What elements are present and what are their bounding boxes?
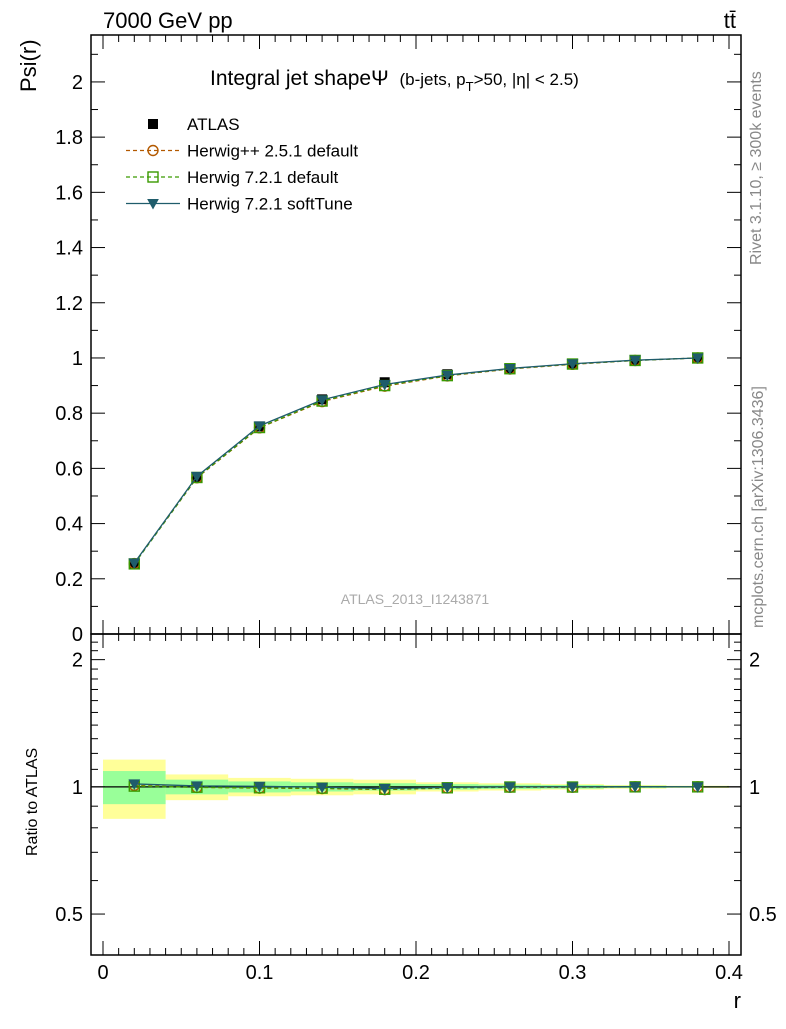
series-point	[128, 558, 141, 570]
x-tick-label: 0	[97, 962, 108, 984]
ratio-series-point	[378, 784, 391, 795]
series-point	[691, 353, 704, 364]
legend-marker	[148, 119, 158, 129]
x-axis-label: r	[734, 988, 741, 1013]
ratio-plot-frame: 0 0.1 0.2 0.3 0.4 0.5 0.5 1 1 2 2	[55, 633, 777, 984]
ratio-series-point	[253, 781, 266, 793]
ratio-series-point	[691, 782, 704, 793]
legend-label: Herwig++ 2.5.1 default	[187, 142, 358, 161]
series-point	[629, 355, 641, 367]
ratio-y-tick-label: 0.5	[55, 904, 83, 926]
header-left-label: 7000 GeV pp	[103, 8, 233, 33]
chart-title-sub: (b-jets, p	[400, 70, 466, 89]
rivet-version-label: Rivet 3.1.10, ≥ 300k events	[748, 71, 765, 265]
y-tick-label: 1.6	[55, 182, 83, 204]
x-tick-label: 0.3	[559, 962, 587, 984]
y-tick-label: 0	[72, 624, 83, 646]
chart-title: Integral jet shapeΨ (b-jets, pT>50, |η| …	[210, 67, 579, 94]
ratio-series-point	[441, 782, 454, 794]
chart-title-main: Integral jet shapeΨ	[210, 67, 389, 90]
series-point	[441, 370, 454, 382]
legend-marker	[147, 199, 159, 210]
x-tick-label: 0.4	[715, 962, 743, 984]
legend-marker	[147, 171, 159, 183]
series-point	[316, 395, 328, 406]
series-point	[191, 471, 203, 483]
legend: ATLAS Herwig++ 2.5.1 default Herwig 7.2.1 …	[126, 115, 358, 214]
ratio-series-layer	[91, 779, 741, 796]
ratio-y-tick-label: 1	[72, 777, 83, 799]
ratio-series-point	[566, 782, 579, 793]
legend-label: Herwig 7.2.1 softTune	[187, 195, 353, 214]
ratio-series-point	[128, 779, 141, 790]
legend-label: ATLAS	[187, 115, 240, 134]
y-tick-label: 0.2	[55, 569, 83, 591]
x-tick-label: 0.1	[246, 962, 274, 984]
ratio-series-point	[316, 782, 328, 794]
y-tick-label: 2	[72, 72, 83, 94]
x-tick-label: 0.2	[402, 962, 430, 984]
ratio-y-tick-label: 2	[72, 650, 83, 672]
main-plot-frame: 0 0.2 0.4 0.6 0.8 1 1.2 1.4 1.6 1.8 2	[55, 34, 742, 646]
series-point	[378, 379, 391, 391]
legend-label: Herwig 7.2.1 default	[187, 168, 338, 187]
header-right-label: tt̄	[724, 8, 736, 33]
ratio-series-point	[629, 782, 641, 793]
main-series-layer	[128, 352, 704, 570]
ratio-series-line	[134, 783, 698, 790]
y-tick-label: 1	[72, 348, 83, 370]
ratio-y-tick-label-right: 2	[749, 650, 760, 672]
mcplots-label: mcplots.cern.ch [arXiv:1306.3436]	[750, 386, 767, 628]
analysis-watermark: ATLAS_2013_I1243871	[341, 591, 490, 607]
y-tick-label: 0.4	[55, 514, 83, 536]
y-tick-label: 0.8	[55, 403, 83, 425]
ratio-y-tick-label-right: 0.5	[749, 904, 777, 926]
y-tick-label: 1.4	[55, 238, 83, 260]
ratio-series-point	[191, 781, 203, 792]
y-tick-label: 1.8	[55, 127, 83, 149]
chart-title-subscript: T	[466, 79, 474, 94]
ratio-y-axis-label: Ratio to ATLAS	[24, 748, 41, 856]
series-line	[133, 357, 698, 564]
legend-marker	[147, 144, 159, 157]
y-tick-label: 1.2	[55, 293, 83, 315]
chart-title-suffix: >50, |η| < 2.5)	[474, 70, 579, 89]
series-point	[566, 359, 579, 370]
ratio-y-tick-label-right: 1	[749, 777, 760, 799]
series-point	[253, 421, 266, 432]
y-axis-label: Psi(r)	[16, 39, 41, 92]
y-tick-label: 0.6	[55, 458, 83, 480]
series-point	[504, 363, 516, 375]
ratio-series-point	[504, 782, 516, 793]
